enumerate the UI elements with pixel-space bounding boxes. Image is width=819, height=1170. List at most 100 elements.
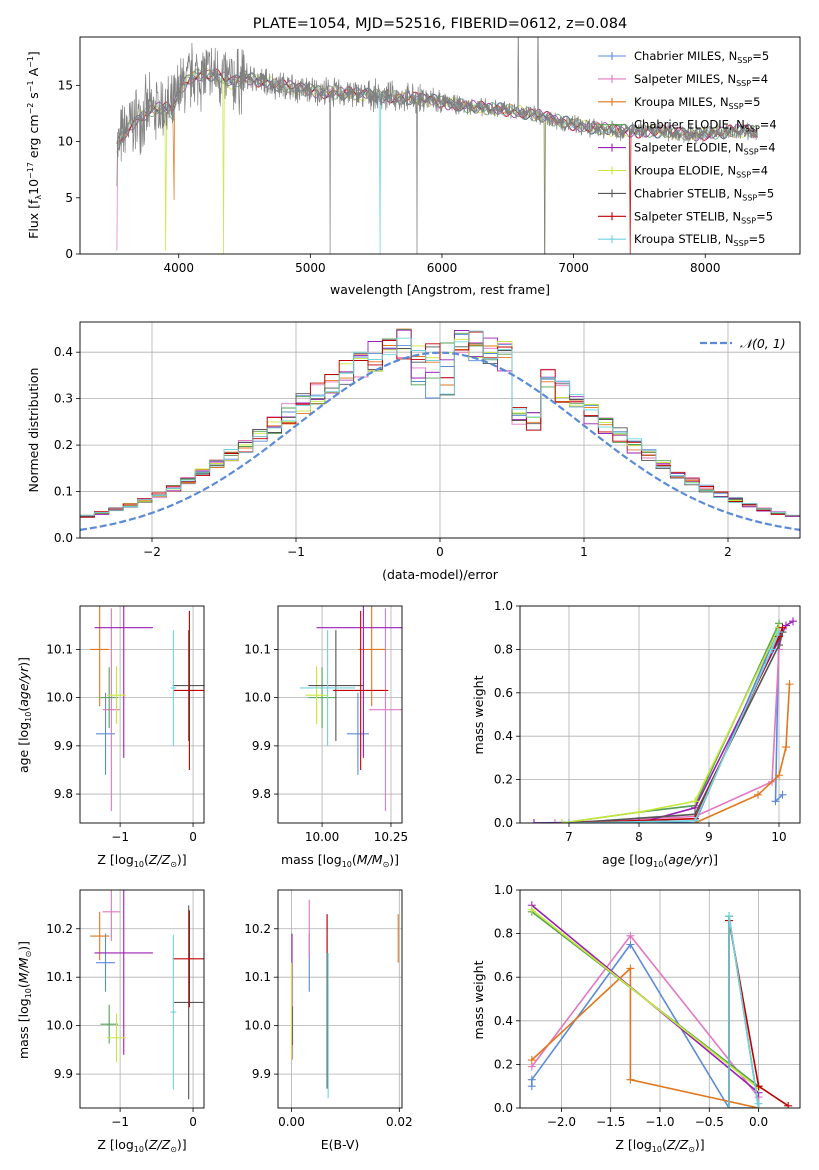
y-axis-label-part: age [log [16, 722, 31, 773]
legend-label-salpeter-miles-part: =4 [751, 72, 768, 86]
errorbar-kroupa-stelib [170, 934, 177, 1090]
y-tick-label: 10.0 [46, 1019, 73, 1033]
legend-label-salpeter-miles-part: Salpeter MILES, N [634, 72, 736, 86]
legend-label-kroupa-stelib-part: Kroupa STELIB, N [634, 232, 734, 246]
mass-vs-z-panel: −1 09.910.010.110.2Z [log10(Z/Z⊙)]mass [l… [16, 889, 205, 1154]
series-point [626, 931, 635, 940]
legend-label-chabrier-miles-part: Chabrier MILES, N [634, 49, 737, 63]
y-tick-label: 0.6 [494, 686, 513, 700]
errorbar-kroupa-miles [357, 606, 386, 707]
x-axis-label-part: age/yr [668, 852, 709, 867]
errorbar-chabrier-miles [346, 692, 369, 775]
y-tick-label: 10.1 [46, 970, 73, 984]
errorbar-salpeter-elodie [316, 606, 402, 758]
legend-label-kroupa-elodie: Kroupa ELODIE, NSSP=4 [634, 164, 768, 180]
errorbar-kroupa-stelib [300, 630, 356, 746]
axes-frame [277, 889, 403, 1109]
y-axis-label-part: mass [log [16, 998, 31, 1059]
legend-label-chabrier-elodie-part: Chabrier ELODIE, N [634, 118, 745, 132]
spectrum-panel: 4000 5000 6000 7000 8000 0 5 10 15 PLATE=1054, MJ… [26, 16, 801, 297]
x-tick-label: 0 [436, 545, 444, 559]
x-axis-label-part: 10 [134, 860, 144, 869]
grid-lines [278, 606, 402, 823]
legend-label-kroupa-elodie-part: Kroupa ELODIE, N [634, 164, 736, 178]
x-tick-label: −1 [287, 545, 305, 559]
x-tick-label: −2.0 [547, 1115, 576, 1129]
x-axis-label-part: ( [144, 1137, 149, 1152]
y-axis-label-part: −17 [26, 162, 35, 179]
x-tick-label: 5000 [295, 261, 326, 275]
x-axis-label-part: ( [352, 852, 357, 867]
y-axis-label-part: −1 [26, 80, 35, 92]
legend-label-kroupa-miles-part: Kroupa MILES, N [634, 95, 729, 109]
axes-frame [79, 605, 205, 824]
y-axis-label-part: age/yr [16, 666, 31, 707]
series-point [635, 808, 643, 817]
y-tick-label: 5 [65, 191, 73, 205]
y-tick-label: 0.0 [494, 816, 513, 830]
series-line [534, 620, 794, 823]
errorbar-chabrier-stelib [308, 630, 364, 742]
series-kroupa-elodie [558, 623, 783, 823]
legend-label-salpeter-elodie: Salpeter ELODIE, NSSP=4 [634, 141, 776, 157]
grid-lines [520, 889, 800, 1109]
x-tick-label: 0.00 [278, 1115, 305, 1129]
x-tick-label: 8000 [690, 261, 721, 275]
series-point [558, 819, 566, 823]
legend-label-salpeter-stelib-part: Salpeter STELIB, N [634, 209, 741, 223]
series-point [725, 912, 734, 921]
y-axis-label-part: ( [16, 983, 31, 988]
x-tick-label: −1.5 [596, 1115, 625, 1129]
plot-area [530, 617, 797, 823]
series-chabrier-miles [530, 623, 787, 823]
y-tick-label: 0.4 [494, 729, 513, 743]
legend-label-kroupa-miles: Kroupa MILES, NSSP=5 [634, 95, 760, 111]
y-axis-label: mass weight [471, 960, 486, 1039]
x-axis-label-part: )] [389, 852, 399, 867]
legend-label-kroupa-elodie-part: SSP [736, 171, 751, 180]
legend-label-chabrier-stelib-part: =5 [757, 186, 774, 200]
series-line [568, 627, 784, 823]
legend-label-salpeter-elodie-part: =4 [759, 141, 776, 155]
y-axis-label-part: −1 [26, 56, 35, 68]
x-tick-label: 2 [724, 545, 732, 559]
y-tick-label: 10.0 [244, 691, 271, 705]
plot-area [80, 328, 800, 538]
series-point [754, 790, 762, 799]
age-vs-mass-panel: 10.00 10.25 9.8 9.9 10.0 10.1 mass [log10(M/M⊙… [244, 605, 408, 869]
series-point [691, 797, 699, 806]
y-tick-label: 10.0 [244, 1019, 271, 1033]
errorbar-chabrier-miles [96, 692, 116, 775]
series-point [527, 905, 536, 914]
x-axis-label-part: Z [log [615, 1137, 651, 1152]
weight-vs-z-panel: −2.0 −1.5 −1.0 −0.5 0.0 0.0 0.2 0.4 0.6 0.8 1.0 Z [… [471, 883, 801, 1154]
y-axis-label-part: λ [34, 195, 43, 200]
x-tick-label: 7 [565, 830, 573, 844]
y-axis-label-part: A [26, 67, 41, 80]
y-tick-label: 9.8 [252, 787, 271, 801]
axes-frame [79, 36, 801, 255]
y-axis-label-part: )] [16, 657, 31, 667]
legend: Chabrier MILES, N SSP =5 Salpeter MILES, N S… [598, 49, 777, 248]
series-point [782, 621, 790, 630]
errorbar-salpeter-stelib [173, 610, 204, 770]
x-axis-label: mass [log10(M/M⊙)] [281, 852, 399, 869]
x-axis-label-part: age [log [602, 852, 653, 867]
x-axis-label-part: ⊙ [383, 860, 390, 869]
legend-label-salpeter-stelib: Salpeter STELIB, NSSP=5 [634, 209, 773, 225]
series-point [768, 645, 776, 654]
y-tick-label: 9.8 [54, 787, 73, 801]
axes-frame [277, 605, 403, 824]
y-axis-label: age [log10(age/yr)] [16, 657, 33, 773]
errorbar-kroupa-elodie [106, 666, 126, 725]
spectrum-model-salpeter-stelib [116, 69, 758, 254]
x-axis-label-part: ⊙ [170, 1145, 177, 1154]
series-salpeter-miles [527, 931, 763, 1108]
y-tick-label: 0.4 [494, 1014, 513, 1028]
errorbar-salpeter-miles [102, 890, 121, 941]
plot-area [90, 890, 204, 1100]
y-axis-label-part: s [26, 92, 41, 103]
plot-area [300, 606, 402, 811]
x-axis-label-part: )] [695, 1137, 705, 1152]
